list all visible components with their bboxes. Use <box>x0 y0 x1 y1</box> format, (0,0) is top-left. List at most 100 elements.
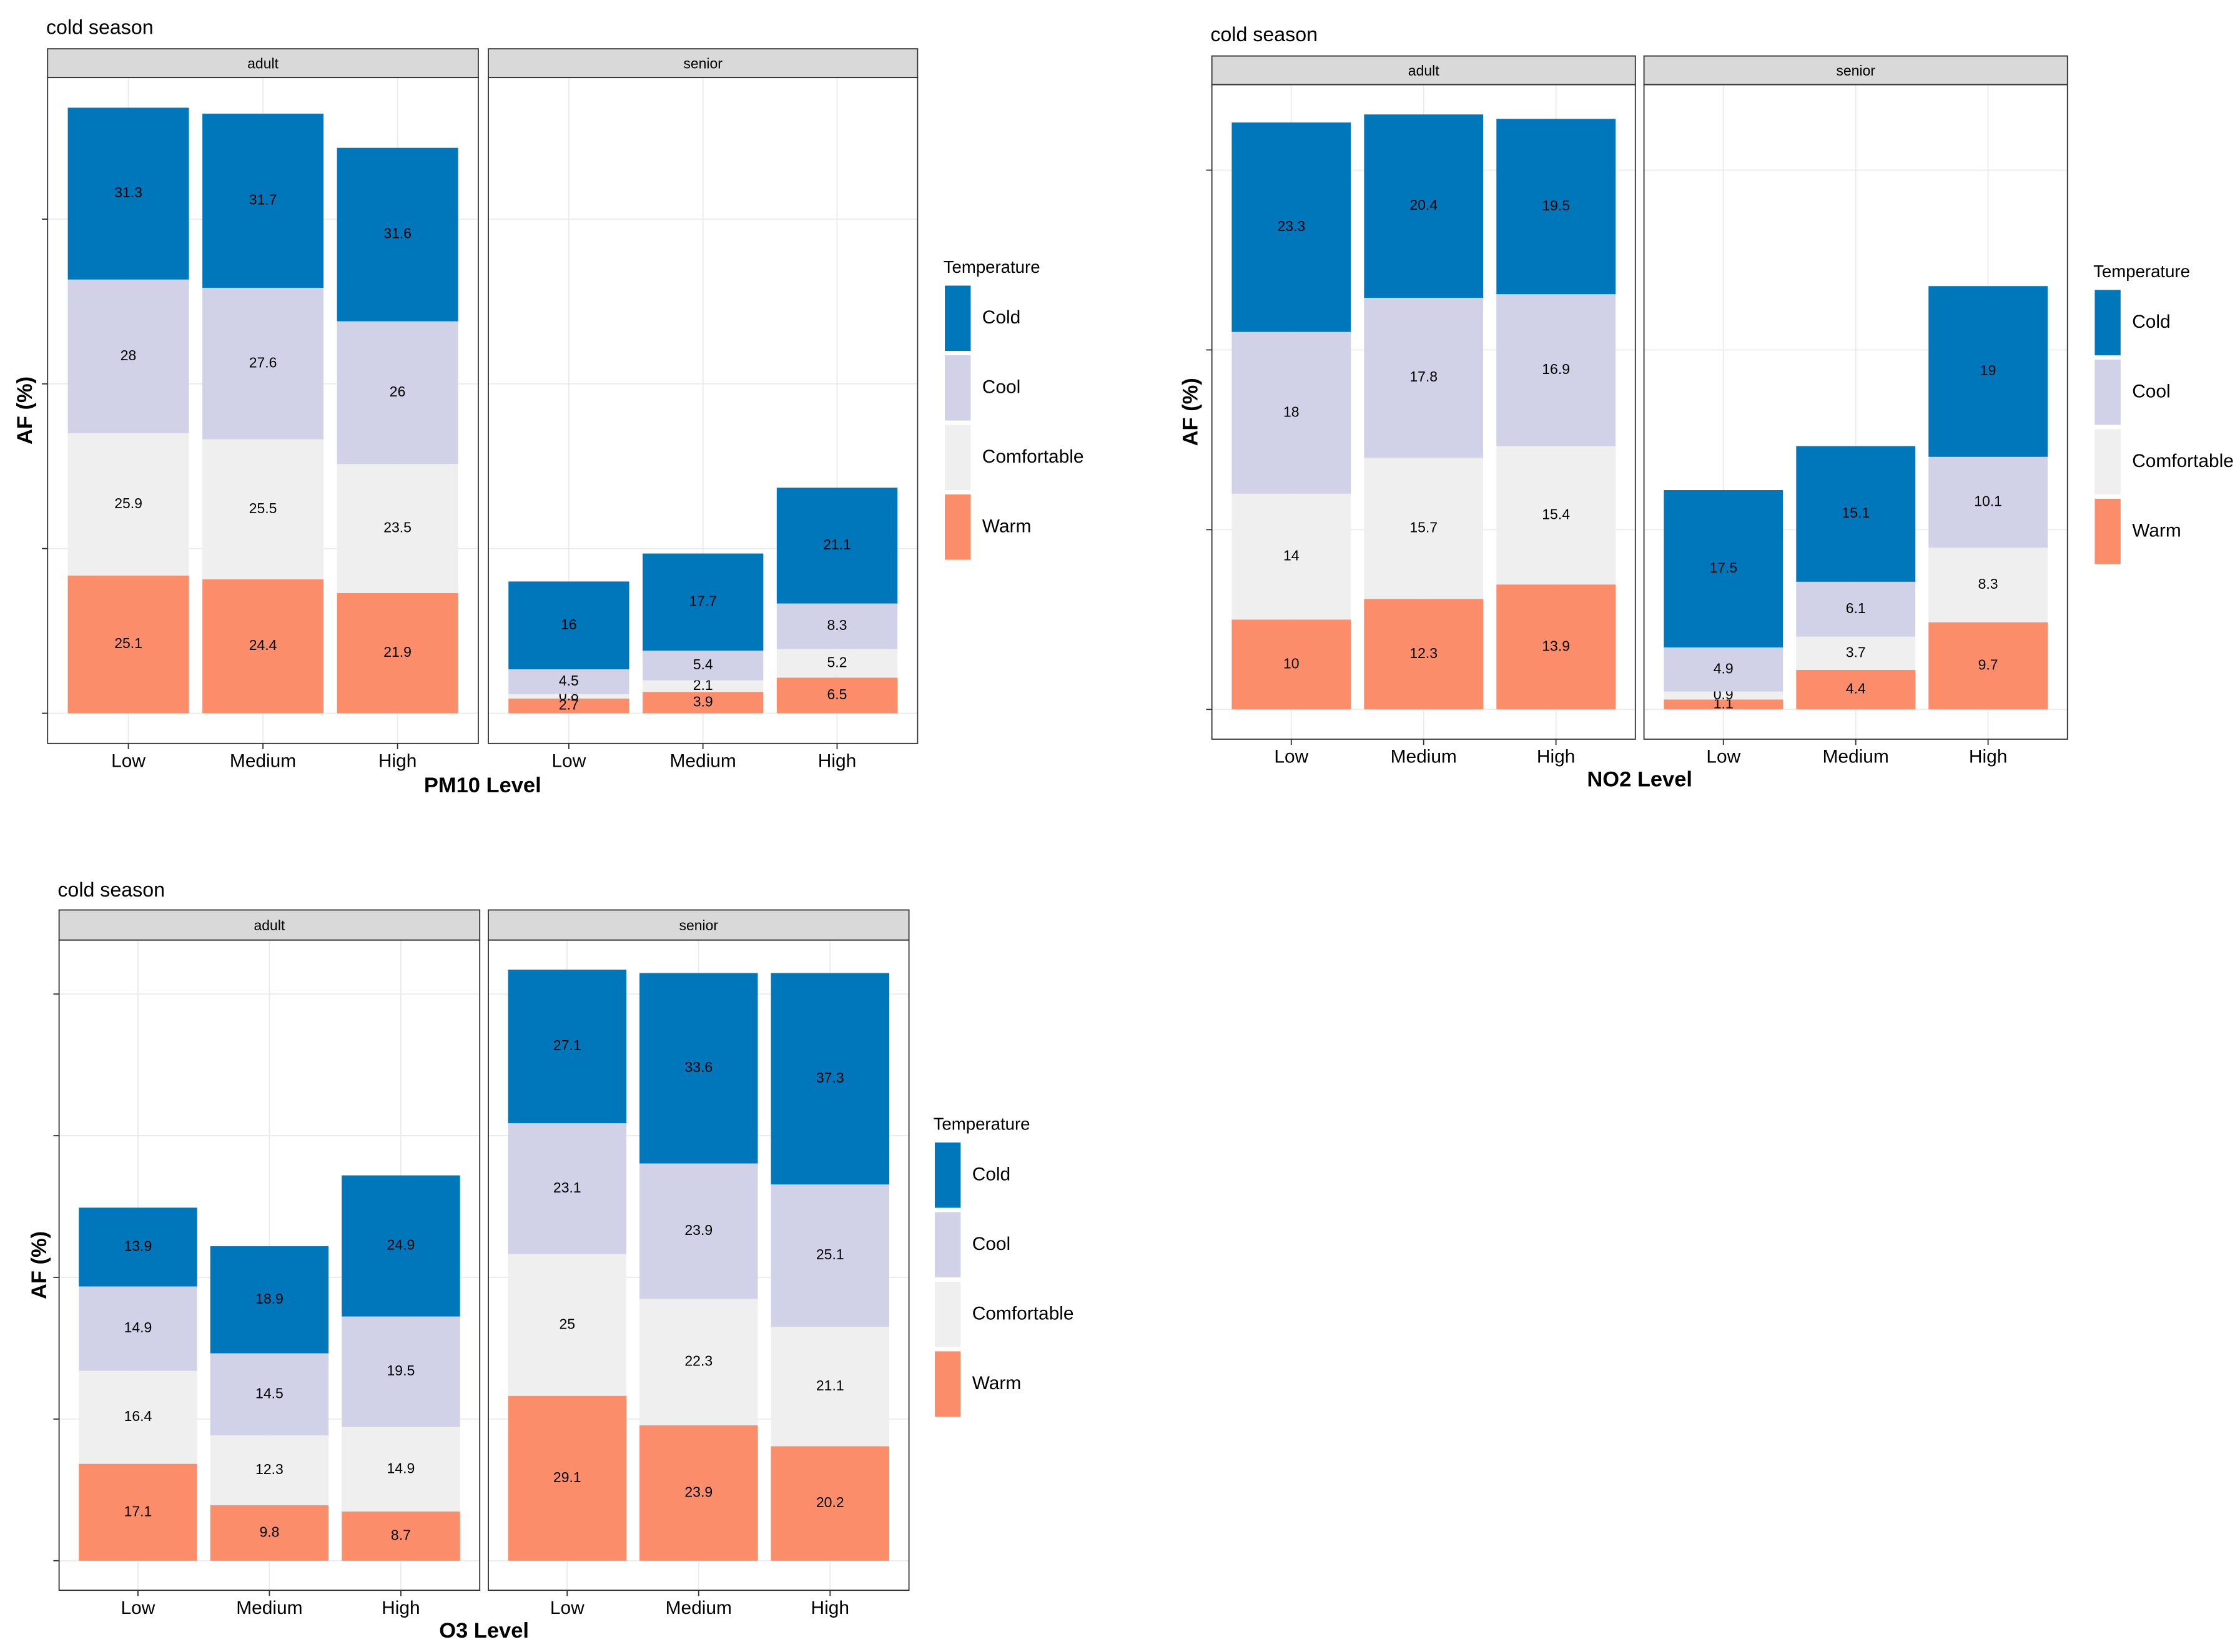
bar-segment <box>1664 691 1784 700</box>
legend-key <box>945 285 971 352</box>
legend-key <box>2094 359 2121 425</box>
value-label: 13.9 <box>124 1237 152 1254</box>
value-label: 3.9 <box>693 693 713 709</box>
value-label: 20.4 <box>1409 197 1438 213</box>
bar-segment <box>508 694 629 699</box>
bar-segment <box>508 581 629 670</box>
bar-segment <box>1796 446 1916 582</box>
bar-segment <box>337 147 458 322</box>
bar-segment <box>1496 119 1616 295</box>
bar-segment <box>210 1353 329 1436</box>
bar-segment <box>776 603 898 649</box>
x-tick-label: High <box>382 1598 420 1618</box>
bar-segment <box>771 973 889 1185</box>
panel-border <box>47 77 479 744</box>
value-label: 15.1 <box>1842 504 1870 521</box>
value-label: 16.9 <box>1542 361 1570 377</box>
bar-segment <box>1928 456 2048 548</box>
value-label: 16.4 <box>124 1408 152 1424</box>
value-label: 6.5 <box>827 686 847 702</box>
legend-title: Temperature <box>944 257 1040 277</box>
bar-segment <box>1496 584 1616 710</box>
value-label: 18 <box>1283 403 1300 420</box>
bar-segment <box>639 973 758 1164</box>
value-label: 10.1 <box>1974 493 2002 509</box>
bar-segment <box>342 1427 460 1512</box>
bar-segment <box>79 1207 197 1287</box>
legend-label: Warm <box>2132 521 2181 541</box>
bar-segment <box>1796 581 1916 637</box>
bar-segment <box>1928 622 2048 710</box>
legend-key <box>2094 429 2121 494</box>
value-label: 23.5 <box>383 519 412 536</box>
bar-segment <box>210 1435 329 1505</box>
legend-label: Comfortable <box>982 446 1084 467</box>
panel-border <box>58 939 481 1591</box>
strip-label: senior <box>683 56 723 72</box>
x-tick-label: Low <box>121 1598 155 1618</box>
legend-label: Comfortable <box>2132 451 2234 471</box>
bar-segment <box>210 1505 329 1561</box>
value-label: 13.9 <box>1542 637 1570 654</box>
strip <box>488 909 910 941</box>
value-label: 25.9 <box>114 495 142 511</box>
value-label: 28 <box>121 347 137 363</box>
value-label: 21.1 <box>823 536 851 553</box>
bar-segment <box>342 1175 460 1317</box>
bar-segment <box>1664 490 1784 647</box>
bar-segment <box>342 1316 460 1427</box>
bar-segment <box>1664 699 1784 710</box>
bar-segment <box>1364 458 1484 599</box>
bar-segment <box>771 1446 889 1561</box>
x-tick-label: Low <box>550 1598 585 1618</box>
legend-label: Cold <box>972 1164 1010 1185</box>
legend-key <box>945 494 971 560</box>
value-label: 23.9 <box>684 1483 713 1500</box>
legend-title: Temperature <box>934 1114 1030 1134</box>
legend-label: Cool <box>972 1234 1010 1254</box>
strip-label: senior <box>679 917 719 933</box>
bar-segment <box>202 579 324 714</box>
strip <box>47 48 479 79</box>
x-tick-label: High <box>811 1598 849 1618</box>
bar-segment <box>1664 647 1784 692</box>
value-label: 19 <box>1980 362 1996 378</box>
bar-segment <box>508 1123 627 1254</box>
bar-segment <box>1496 446 1616 585</box>
bar-segment <box>1364 114 1484 298</box>
bar-segment <box>639 1425 758 1561</box>
value-label: 25.5 <box>249 500 277 516</box>
legend-label: Warm <box>972 1373 1022 1394</box>
legend-key <box>934 1281 961 1347</box>
legend-label: Cold <box>2132 312 2170 332</box>
value-label: 33.6 <box>684 1059 713 1075</box>
bar-segment <box>771 1184 889 1327</box>
legend-title: Temperature <box>2093 262 2190 281</box>
value-label: 37.3 <box>816 1069 844 1086</box>
bar-segment <box>67 279 189 433</box>
x-tick-label: High <box>378 751 417 772</box>
bar-segment <box>202 439 324 579</box>
bar-segment <box>337 592 458 714</box>
bar-segment <box>1231 122 1351 332</box>
value-label: 16 <box>561 616 577 632</box>
bar-segment <box>508 669 629 694</box>
bar-segment <box>643 651 764 681</box>
value-label: 8.7 <box>391 1527 411 1543</box>
bar-segment <box>508 1395 627 1561</box>
value-label: 20.2 <box>816 1494 844 1510</box>
strip-label: adult <box>247 56 279 72</box>
legend-key <box>934 1351 961 1417</box>
x-axis-title: O3 Level <box>439 1619 529 1643</box>
bar-segment <box>1231 493 1351 620</box>
value-label: 3.7 <box>1846 644 1866 660</box>
bar-segment <box>1796 669 1916 710</box>
value-label: 31.6 <box>383 225 412 242</box>
value-label: 22.3 <box>684 1353 713 1369</box>
x-tick-label: Low <box>111 751 146 772</box>
bar-segment <box>202 114 324 288</box>
bar-segment <box>643 680 764 692</box>
bar-segment <box>639 1163 758 1299</box>
bar-segment <box>1364 297 1484 458</box>
